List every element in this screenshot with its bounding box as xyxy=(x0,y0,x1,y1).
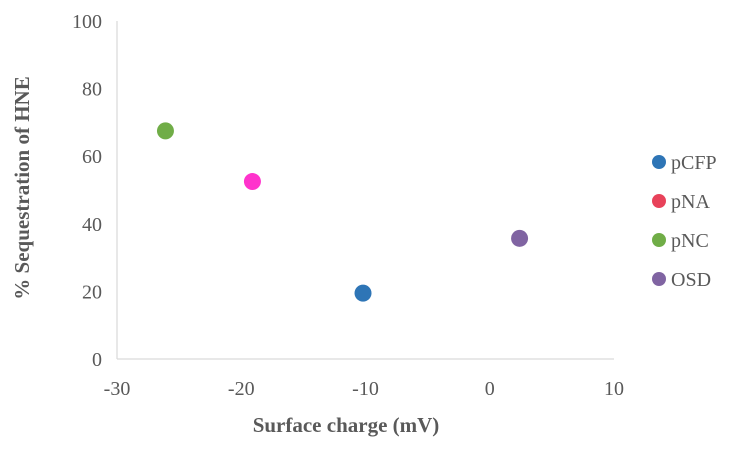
legend: pCFP pNA pNC OSD xyxy=(652,152,717,291)
data-point-pnc xyxy=(156,122,174,140)
y-tick-label: 60 xyxy=(82,146,102,168)
data-points xyxy=(156,122,529,302)
x-tick-label: -30 xyxy=(104,378,131,400)
y-tick-label: 80 xyxy=(82,79,102,101)
data-point-pna xyxy=(243,173,261,191)
x-axis-title: Surface charge (mV) xyxy=(253,413,440,437)
legend-marker-osd xyxy=(652,272,666,286)
y-tick-label: 0 xyxy=(92,349,102,371)
legend-label-pnc: pNC xyxy=(671,230,709,252)
x-tick-label: 0 xyxy=(485,378,495,400)
x-tick-label: -20 xyxy=(228,378,255,400)
data-point-osd xyxy=(511,229,529,247)
legend-label-pcfp: pCFP xyxy=(671,152,717,174)
data-point-pcfp xyxy=(354,284,372,302)
legend-label-pna: pNA xyxy=(671,191,710,213)
x-tick-label: -10 xyxy=(352,378,379,400)
y-axis-title: % Sequestration of HNE xyxy=(10,76,34,299)
x-tick-label: 10 xyxy=(604,378,624,400)
axes xyxy=(116,21,614,360)
y-tick-label: 20 xyxy=(82,281,102,303)
tick-labels: 0 20 40 60 80 100 -30 -20 -10 0 10 xyxy=(72,11,624,400)
y-tick-label: 40 xyxy=(82,214,102,236)
legend-marker-pnc xyxy=(652,233,666,247)
legend-label-osd: OSD xyxy=(671,269,711,291)
legend-marker-pcfp xyxy=(652,155,666,169)
y-tick-label: 100 xyxy=(72,11,102,33)
legend-marker-pna xyxy=(652,194,666,208)
